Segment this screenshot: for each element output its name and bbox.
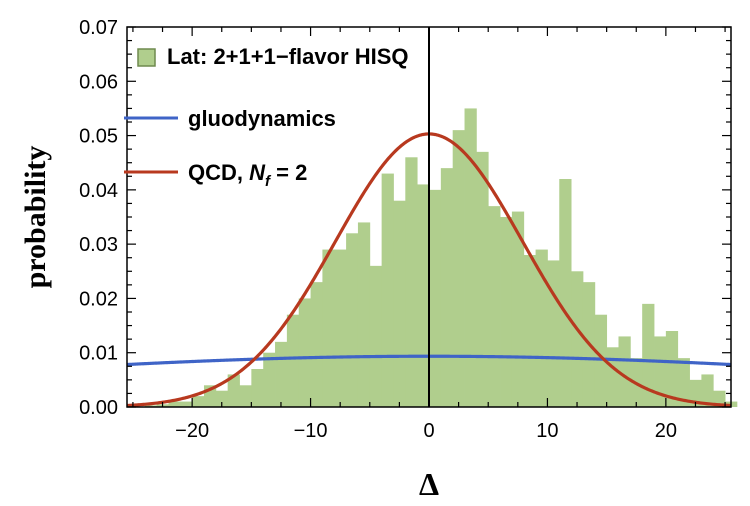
histogram-bar	[215, 390, 229, 407]
histogram-bar	[357, 222, 371, 407]
y-tick-label: 0.01	[79, 343, 118, 365]
histogram-bar	[476, 151, 489, 407]
histogram-bar	[180, 401, 193, 407]
x-tick-label: −20	[175, 420, 209, 442]
legend-label-gluodynamics: gluodynamics	[188, 106, 336, 131]
histogram-bar	[547, 260, 560, 407]
y-tick-label: 0.06	[79, 71, 118, 93]
histogram-bar	[346, 233, 359, 407]
y-tick-label: 0.02	[79, 288, 118, 310]
histogram-bar	[322, 249, 335, 407]
histogram-bar	[369, 265, 383, 407]
histogram-bar	[594, 314, 608, 407]
histogram-bar	[713, 390, 726, 407]
histogram-bar	[559, 179, 572, 407]
legend-swatch-histogram	[137, 48, 156, 67]
histogram-bar	[535, 249, 548, 407]
histogram-bar	[701, 374, 714, 407]
histogram-bar	[144, 405, 157, 407]
histogram-bar	[251, 369, 264, 407]
y-axis-ticks: 0.00 0.01 0.02 0.03 0.04 0.05 0.06 0.07	[79, 17, 731, 419]
histogram-bar	[381, 173, 394, 407]
histogram-bar	[665, 331, 679, 407]
histogram-bar	[192, 396, 205, 407]
y-tick-label: 0.03	[79, 234, 118, 256]
x-tick-label: 20	[655, 420, 677, 442]
histogram-bar	[417, 184, 430, 407]
y-tick-label: 0.04	[79, 180, 118, 202]
x-tick-label: −10	[294, 420, 328, 442]
histogram-bar	[618, 336, 631, 407]
histogram-bar	[677, 358, 690, 407]
histogram-bar	[523, 255, 536, 407]
y-tick-label: 0.00	[79, 397, 118, 419]
histogram-bar	[464, 108, 477, 408]
x-tick-label: 10	[536, 420, 558, 442]
histogram-bar	[393, 200, 406, 407]
legend-item-gluodynamics: gluodynamics	[124, 106, 336, 131]
legend: Lat: 2+1+1−flavor HISQ gluodynamics QCD,…	[124, 44, 409, 190]
histogram-bar	[452, 130, 465, 407]
legend-label-qcd: QCD, Nf = 2	[188, 160, 307, 190]
histogram-bar	[500, 217, 513, 407]
histogram-bar	[168, 401, 181, 407]
y-axis-title: probability	[19, 146, 52, 289]
histogram-bar	[227, 374, 240, 407]
histogram-bar	[405, 157, 418, 407]
histogram-bar	[298, 298, 311, 407]
y-tick-label: 0.05	[79, 126, 118, 148]
histogram-bar	[440, 168, 454, 407]
histogram-bar	[310, 282, 323, 407]
legend-label-histogram: Lat: 2+1+1−flavor HISQ	[167, 44, 409, 69]
histogram-bar	[286, 314, 300, 407]
y-tick-label: 0.07	[79, 17, 118, 39]
histogram-bar	[606, 347, 619, 407]
histogram-bar	[263, 352, 276, 407]
histogram-bar	[275, 341, 288, 407]
histogram-bar	[642, 303, 655, 407]
x-tick-label: 0	[423, 420, 434, 442]
histogram-bar	[654, 336, 667, 407]
histogram-bar	[488, 206, 501, 407]
histogram-bar	[334, 249, 347, 407]
histogram-bar	[571, 271, 584, 407]
x-axis-title: Δ	[419, 466, 439, 502]
legend-item-histogram: Lat: 2+1+1−flavor HISQ	[137, 44, 409, 69]
histogram-bar	[689, 379, 702, 407]
legend-item-qcd: QCD, Nf = 2	[124, 160, 307, 190]
histogram-bar	[429, 189, 442, 407]
x-axis-ticks: −20 −10 0 10 20	[132, 27, 726, 442]
histogram-bar	[239, 385, 252, 407]
